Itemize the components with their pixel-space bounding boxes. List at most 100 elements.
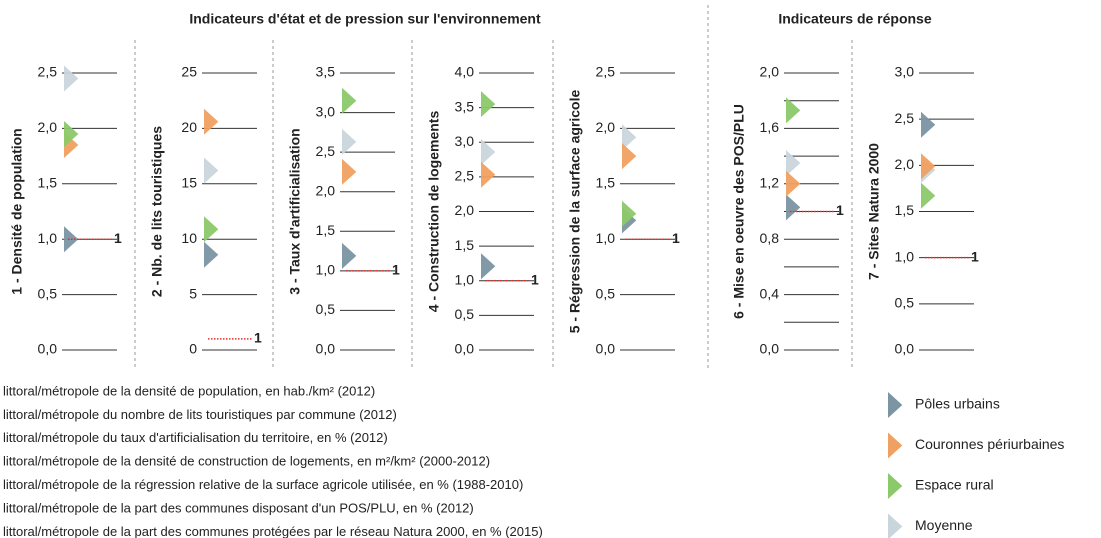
footnote: littoral/métropole de la part des commun…	[3, 500, 474, 515]
y-tick-label: 0,8	[760, 230, 780, 246]
marker	[481, 253, 496, 280]
y-tick-label: 3,0	[895, 64, 915, 80]
marker	[204, 216, 219, 243]
y-tick-label: 0,5	[455, 306, 475, 322]
reference-label: 1	[836, 202, 844, 218]
group-heading: Indicateurs de réponse	[778, 11, 931, 27]
y-tick-label: 0,5	[38, 285, 58, 301]
y-tick-label: 20	[181, 119, 197, 135]
y-tick-label: 2,5	[38, 64, 58, 80]
marker	[921, 111, 936, 138]
y-tick-label: 3,0	[316, 103, 336, 119]
y-tick-label: 1,2	[760, 175, 780, 191]
axis-title: 4 - Construction de logements	[426, 111, 442, 313]
y-tick-label: 2,0	[596, 119, 616, 135]
y-tick-label: 0,0	[760, 341, 780, 357]
y-tick-label: 5	[189, 285, 197, 301]
y-tick-label: 1,0	[316, 262, 336, 278]
y-tick-label: 0,5	[596, 285, 616, 301]
reference-label: 1	[392, 262, 400, 278]
footnote: littoral/métropole de la régression rela…	[3, 477, 523, 492]
y-tick-label: 2,5	[455, 168, 475, 184]
footnote: littoral/métropole de la part des commun…	[3, 524, 543, 538]
reference-label: 1	[971, 248, 979, 264]
axis-title: 6 - Mise en oeuvre des POS/PLU	[731, 104, 747, 319]
y-tick-label: 1,5	[316, 222, 336, 238]
marker	[342, 128, 357, 155]
y-tick-label: 1,5	[38, 175, 58, 191]
y-tick-label: 0,0	[316, 341, 336, 357]
y-tick-label: 1,0	[38, 230, 58, 246]
y-tick-label: 2,0	[455, 202, 475, 218]
y-tick-label: 3,0	[455, 133, 475, 149]
y-tick-label: 1,5	[455, 237, 475, 253]
legend-label: Pôles urbains	[915, 396, 1000, 412]
y-tick-label: 1,6	[760, 119, 780, 135]
y-tick-label: 3,5	[455, 98, 475, 114]
legend-label: Espace rural	[915, 477, 994, 493]
y-tick-label: 2,0	[38, 119, 58, 135]
legend-label: Moyenne	[915, 517, 973, 533]
reference-label: 1	[531, 271, 539, 287]
marker	[342, 87, 357, 114]
y-tick-label: 0,0	[895, 341, 915, 357]
marker	[481, 91, 496, 118]
marker	[204, 108, 219, 135]
marker	[481, 138, 496, 165]
marker	[64, 65, 79, 92]
legend-swatch	[888, 432, 903, 459]
y-tick-label: 1,0	[895, 248, 915, 264]
marker	[481, 161, 496, 188]
y-tick-label: 2,5	[895, 110, 915, 126]
y-tick-label: 2,0	[895, 156, 915, 172]
y-tick-label: 0,5	[316, 301, 336, 317]
legend-swatch	[888, 392, 903, 418]
legend-label: Couronnes périurbaines	[915, 436, 1064, 452]
y-tick-label: 4,0	[455, 64, 475, 80]
y-tick-label: 0,0	[596, 341, 616, 357]
marker	[786, 194, 801, 221]
y-tick-label: 15	[181, 175, 197, 191]
y-tick-label: 10	[181, 230, 197, 246]
marker	[342, 242, 357, 269]
axis-title: 5 - Régression de la surface agricole	[567, 90, 583, 334]
marker	[622, 143, 637, 170]
marker	[342, 158, 357, 185]
footnote: littoral/métropole de la densité de cons…	[3, 454, 490, 469]
marker	[786, 97, 801, 124]
marker	[204, 241, 219, 268]
legend-swatch	[888, 473, 903, 499]
footnote: littoral/métropole du taux d'artificiali…	[3, 430, 388, 445]
y-tick-label: 1,0	[596, 230, 616, 246]
marker	[786, 170, 801, 197]
legend-swatch	[888, 513, 903, 538]
marker	[204, 157, 219, 184]
marker	[64, 120, 79, 147]
y-tick-label: 0	[189, 341, 197, 357]
marker	[786, 150, 801, 177]
y-tick-label: 1,0	[455, 271, 475, 287]
axis-title: 7 - Sites Natura 2000	[866, 143, 882, 280]
footnote: littoral/métropole du nombre de lits tou…	[3, 407, 397, 422]
marker	[921, 182, 936, 209]
y-tick-label: 1,5	[895, 202, 915, 218]
y-tick-label: 3,5	[316, 64, 336, 80]
axis-title: 3 - Taux d'artificialisation	[287, 128, 303, 294]
group-heading: Indicateurs d'état et de pression sur l'…	[189, 11, 541, 27]
axis-title: 1 - Densité de population	[9, 128, 25, 294]
y-tick-label: 1,5	[596, 175, 616, 191]
marker	[622, 200, 637, 227]
reference-label: 1	[672, 230, 680, 246]
y-tick-label: 25	[181, 64, 197, 80]
y-tick-label: 2,0	[316, 182, 336, 198]
axis-title: 2 - Nb. de lits touristiques	[149, 126, 165, 297]
marker	[622, 124, 637, 151]
y-tick-label: 2,5	[596, 64, 616, 80]
y-tick-label: 0,0	[38, 341, 58, 357]
y-tick-label: 2,5	[316, 143, 336, 159]
y-tick-label: 0,0	[455, 341, 475, 357]
reference-label: 1	[114, 230, 122, 246]
marker	[921, 153, 936, 180]
y-tick-label: 0,5	[895, 295, 915, 311]
